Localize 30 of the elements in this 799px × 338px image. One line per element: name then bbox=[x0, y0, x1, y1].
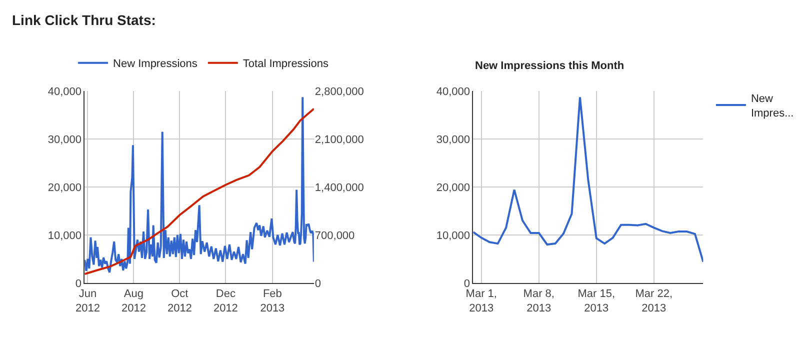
y-tick-label: 0 bbox=[464, 278, 470, 290]
legend-label: New Impres... bbox=[750, 93, 794, 120]
chart-title: New Impressions this Month bbox=[475, 60, 624, 72]
legend-label: New Impressions bbox=[113, 58, 198, 70]
x-tick-label: Mar 22, 2013 bbox=[635, 288, 673, 314]
y2-tick-label: 0 bbox=[314, 278, 322, 290]
x-tick-label: Dec 2012 bbox=[213, 288, 238, 314]
y-tick-label: 40,000 bbox=[48, 86, 82, 98]
x-tick-label: Feb 2013 bbox=[260, 288, 285, 314]
y-tick-label: 40,000 bbox=[436, 86, 470, 98]
x-tick-label: Aug 2012 bbox=[121, 288, 146, 314]
legend-label: Total Impressions bbox=[242, 58, 329, 70]
y-tick-label: 10,000 bbox=[436, 230, 470, 242]
x-tick-label: Mar 8, 2013 bbox=[523, 288, 554, 314]
line-series bbox=[473, 96, 704, 263]
y-tick-label: 30,000 bbox=[48, 134, 82, 146]
chart-title: Link Click Thru Stats: bbox=[12, 12, 156, 28]
x-tick-label: Jun 2012 bbox=[75, 288, 100, 314]
x-tick-label: Mar 1, 2013 bbox=[466, 288, 497, 314]
y2-tick-label: 700,000 bbox=[314, 230, 355, 242]
y2-tick-label: 1,400,000 bbox=[314, 182, 364, 194]
y2-tick-label: 2,100,000 bbox=[314, 134, 364, 146]
y2-tick-label: 2,800,000 bbox=[314, 86, 364, 98]
x-tick-label: Mar 15, 2013 bbox=[578, 288, 616, 314]
y-tick-label: 30,000 bbox=[436, 134, 470, 146]
y-tick-label: 20,000 bbox=[436, 182, 470, 194]
y-tick-label: 10,000 bbox=[48, 230, 82, 242]
y-tick-label: 0 bbox=[75, 278, 82, 290]
y-tick-label: 20,000 bbox=[48, 182, 82, 194]
x-tick-label: Oct 2012 bbox=[167, 288, 192, 314]
